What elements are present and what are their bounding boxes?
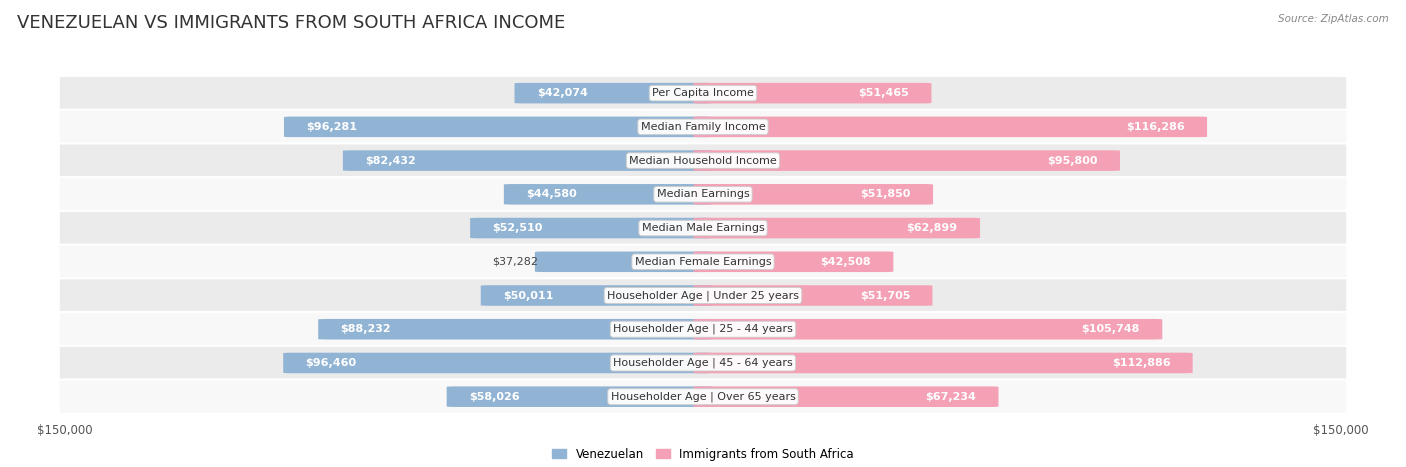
FancyBboxPatch shape: [343, 150, 713, 171]
Text: $82,432: $82,432: [366, 156, 416, 166]
Text: $37,282: $37,282: [492, 257, 538, 267]
FancyBboxPatch shape: [481, 285, 713, 306]
Text: $112,886: $112,886: [1112, 358, 1170, 368]
Text: $50,011: $50,011: [503, 290, 554, 300]
FancyBboxPatch shape: [59, 143, 1347, 178]
FancyBboxPatch shape: [59, 211, 1347, 245]
Text: Householder Age | 25 - 44 years: Householder Age | 25 - 44 years: [613, 324, 793, 334]
Text: $58,026: $58,026: [470, 392, 520, 402]
FancyBboxPatch shape: [693, 184, 934, 205]
FancyBboxPatch shape: [693, 252, 893, 272]
FancyBboxPatch shape: [447, 386, 713, 407]
Text: $95,800: $95,800: [1047, 156, 1098, 166]
FancyBboxPatch shape: [59, 312, 1347, 347]
Text: $51,465: $51,465: [858, 88, 910, 98]
FancyBboxPatch shape: [284, 117, 713, 137]
Text: Median Female Earnings: Median Female Earnings: [634, 257, 772, 267]
FancyBboxPatch shape: [59, 76, 1347, 110]
Text: $62,899: $62,899: [907, 223, 957, 233]
Text: Median Family Income: Median Family Income: [641, 122, 765, 132]
FancyBboxPatch shape: [693, 386, 998, 407]
FancyBboxPatch shape: [59, 278, 1347, 313]
FancyBboxPatch shape: [534, 252, 713, 272]
Text: $116,286: $116,286: [1126, 122, 1185, 132]
Text: $51,850: $51,850: [860, 189, 911, 199]
FancyBboxPatch shape: [515, 83, 713, 103]
Legend: Venezuelan, Immigrants from South Africa: Venezuelan, Immigrants from South Africa: [547, 443, 859, 466]
Text: Householder Age | Under 25 years: Householder Age | Under 25 years: [607, 290, 799, 301]
Text: $88,232: $88,232: [340, 324, 391, 334]
Text: $96,281: $96,281: [307, 122, 357, 132]
FancyBboxPatch shape: [693, 285, 932, 306]
Text: $42,508: $42,508: [820, 257, 870, 267]
FancyBboxPatch shape: [693, 83, 931, 103]
Text: Median Household Income: Median Household Income: [628, 156, 778, 166]
Text: $96,460: $96,460: [305, 358, 357, 368]
FancyBboxPatch shape: [693, 218, 980, 238]
Text: Householder Age | Over 65 years: Householder Age | Over 65 years: [610, 391, 796, 402]
FancyBboxPatch shape: [59, 245, 1347, 279]
FancyBboxPatch shape: [693, 353, 1192, 373]
FancyBboxPatch shape: [318, 319, 713, 340]
Text: Median Male Earnings: Median Male Earnings: [641, 223, 765, 233]
Text: $67,234: $67,234: [925, 392, 976, 402]
FancyBboxPatch shape: [693, 150, 1121, 171]
Text: VENEZUELAN VS IMMIGRANTS FROM SOUTH AFRICA INCOME: VENEZUELAN VS IMMIGRANTS FROM SOUTH AFRI…: [17, 14, 565, 32]
Text: $44,580: $44,580: [526, 189, 576, 199]
Text: $51,705: $51,705: [859, 290, 910, 300]
FancyBboxPatch shape: [693, 319, 1163, 340]
FancyBboxPatch shape: [59, 380, 1347, 414]
FancyBboxPatch shape: [693, 117, 1208, 137]
FancyBboxPatch shape: [283, 353, 713, 373]
Text: $52,510: $52,510: [492, 223, 543, 233]
Text: Median Earnings: Median Earnings: [657, 189, 749, 199]
FancyBboxPatch shape: [470, 218, 713, 238]
Text: $42,074: $42,074: [537, 88, 588, 98]
FancyBboxPatch shape: [59, 177, 1347, 212]
FancyBboxPatch shape: [503, 184, 713, 205]
Text: Householder Age | 45 - 64 years: Householder Age | 45 - 64 years: [613, 358, 793, 368]
FancyBboxPatch shape: [59, 346, 1347, 380]
Text: $105,748: $105,748: [1081, 324, 1140, 334]
Text: Per Capita Income: Per Capita Income: [652, 88, 754, 98]
FancyBboxPatch shape: [59, 110, 1347, 144]
Text: Source: ZipAtlas.com: Source: ZipAtlas.com: [1278, 14, 1389, 24]
